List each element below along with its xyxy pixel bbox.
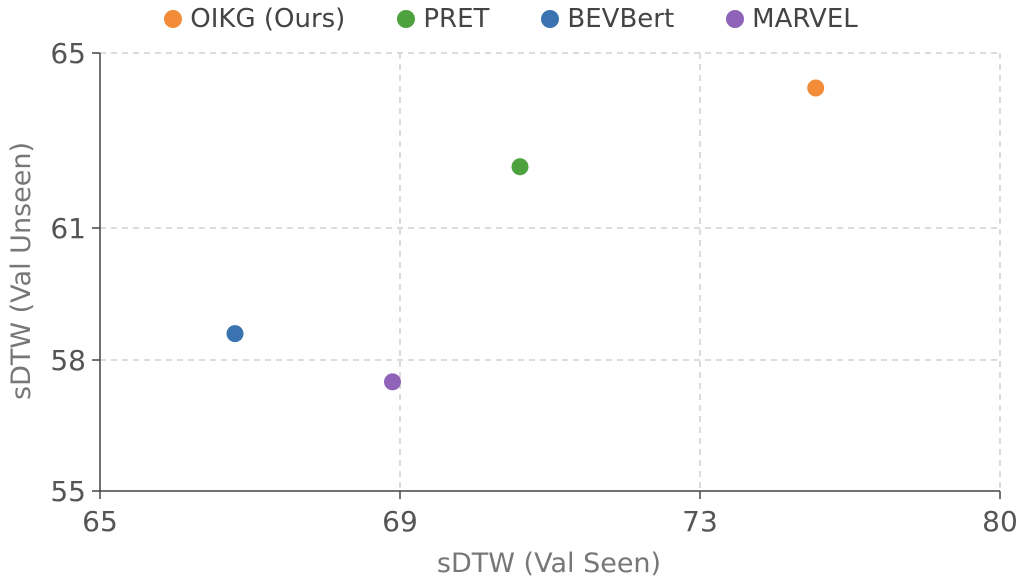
tick-layer: 65 69 73 80 55 58 61 65 xyxy=(50,37,1017,538)
y-tick-label: 65 xyxy=(50,37,86,70)
x-tick-label: 65 xyxy=(82,505,118,538)
x-tick-label: 73 xyxy=(682,505,718,538)
data-point-oikg-ours xyxy=(807,79,825,97)
legend-label-pret: PRET xyxy=(423,4,490,34)
legend-swatch-marvel xyxy=(726,10,745,28)
legend-swatch-bevbert xyxy=(541,10,560,28)
legend-item-oikg: OIKG (Ours) xyxy=(164,4,345,34)
y-axis-label: sDTW (Val Unseen) xyxy=(6,142,37,400)
data-point-bevbert xyxy=(226,325,244,343)
legend-swatch-pret xyxy=(397,10,416,28)
legend: OIKG (Ours) PRET BEVBert MARVEL xyxy=(0,2,1022,36)
legend-label-bevbert: BEVBert xyxy=(567,4,675,34)
grid-layer xyxy=(100,52,1001,491)
x-tick-label: 80 xyxy=(982,505,1018,538)
legend-label-oikg: OIKG (Ours) xyxy=(190,4,346,34)
axis-layer xyxy=(99,53,1000,492)
data-point-marvel xyxy=(384,373,401,391)
legend-item-pret: PRET xyxy=(397,4,489,34)
y-tick-label: 61 xyxy=(50,212,86,245)
legend-item-marvel: MARVEL xyxy=(726,4,858,34)
x-axis-label: sDTW (Val Seen) xyxy=(437,548,661,579)
x-tick-label: 69 xyxy=(382,505,418,538)
legend-swatch-oikg xyxy=(164,10,183,28)
data-point-pret xyxy=(511,158,529,176)
point-layer xyxy=(226,79,825,391)
legend-label-marvel: MARVEL xyxy=(752,4,858,34)
legend-item-bevbert: BEVBert xyxy=(541,4,674,34)
y-tick-label: 55 xyxy=(50,475,86,508)
y-tick-label: 58 xyxy=(50,344,86,377)
